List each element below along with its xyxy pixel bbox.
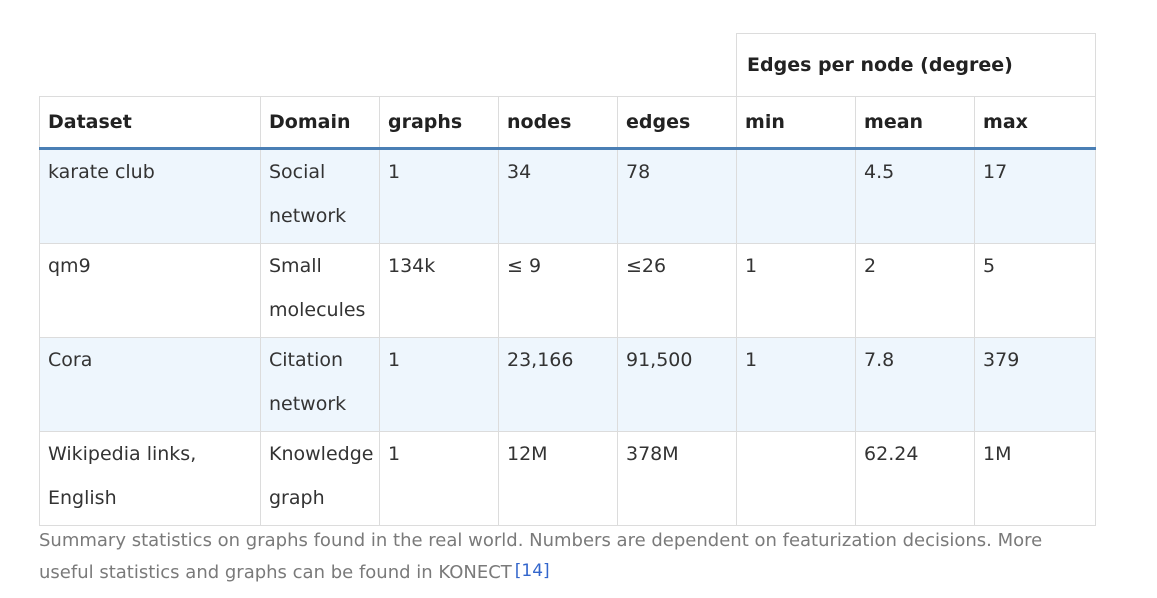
cell-graphs: 1 bbox=[379, 148, 499, 244]
cell-graphs: 134k bbox=[379, 243, 499, 338]
column-header-domain: Domain bbox=[260, 96, 380, 150]
cell-dataset: Wikipedia links, English bbox=[39, 431, 261, 526]
column-header-max: max bbox=[974, 96, 1097, 150]
cell-min bbox=[736, 148, 857, 244]
table-caption: Summary statistics on graphs found in th… bbox=[39, 526, 1079, 588]
column-header-row: Dataset Domain graphs nodes edges min me… bbox=[39, 96, 1097, 150]
cell-dataset: qm9 bbox=[39, 243, 261, 338]
table-row: Wikipedia links, English Knowledge graph… bbox=[39, 431, 1097, 526]
cell-domain: Citation network bbox=[260, 337, 380, 432]
column-header-nodes: nodes bbox=[498, 96, 618, 150]
column-header-graphs: graphs bbox=[379, 96, 499, 150]
cell-edges: ≤26 bbox=[616, 243, 738, 338]
cell-max: 1M bbox=[974, 431, 1097, 526]
cell-nodes: 34 bbox=[498, 148, 618, 244]
cell-max: 17 bbox=[974, 148, 1097, 244]
cell-min bbox=[736, 431, 857, 526]
caption-text: Summary statistics on graphs found in th… bbox=[39, 530, 1043, 583]
reference-link[interactable]: [14] bbox=[514, 561, 550, 581]
cell-domain: Social network bbox=[260, 148, 380, 244]
column-header-mean: mean bbox=[855, 96, 976, 150]
column-header-dataset: Dataset bbox=[39, 96, 261, 150]
graph-statistics-table: Edges per node (degree) Dataset Domain g… bbox=[39, 33, 1097, 526]
cell-domain: Small molecules bbox=[260, 243, 380, 338]
cell-dataset: Cora bbox=[39, 337, 261, 432]
group-header-row: Edges per node (degree) bbox=[40, 33, 1097, 97]
cell-mean: 7.8 bbox=[855, 337, 976, 432]
cell-mean: 4.5 bbox=[855, 148, 976, 244]
table-row: qm9 Small molecules 134k ≤ 9 ≤26 1 2 5 bbox=[39, 243, 1097, 338]
cell-mean: 62.24 bbox=[855, 431, 976, 526]
cell-graphs: 1 bbox=[379, 431, 499, 526]
cell-min: 1 bbox=[736, 337, 857, 432]
column-header-edges: edges bbox=[616, 96, 738, 150]
cell-edges: 378M bbox=[616, 431, 738, 526]
cell-edges: 78 bbox=[616, 148, 738, 244]
cell-max: 379 bbox=[974, 337, 1097, 432]
cell-min: 1 bbox=[736, 243, 857, 338]
cell-edges: 91,500 bbox=[616, 337, 738, 432]
cell-graphs: 1 bbox=[379, 337, 499, 432]
cell-mean: 2 bbox=[855, 243, 976, 338]
group-header-spacer bbox=[40, 34, 737, 97]
cell-nodes: 23,166 bbox=[498, 337, 618, 432]
degree-group-header: Edges per node (degree) bbox=[736, 33, 1097, 97]
table-row: Cora Citation network 1 23,166 91,500 1 … bbox=[39, 337, 1097, 432]
cell-dataset: karate club bbox=[39, 148, 261, 244]
column-header-min: min bbox=[736, 96, 857, 150]
cell-max: 5 bbox=[974, 243, 1097, 338]
cell-nodes: 12M bbox=[498, 431, 618, 526]
table-row: karate club Social network 1 34 78 4.5 1… bbox=[39, 148, 1097, 244]
cell-domain: Knowledge graph bbox=[260, 431, 380, 526]
cell-nodes: ≤ 9 bbox=[498, 243, 618, 338]
